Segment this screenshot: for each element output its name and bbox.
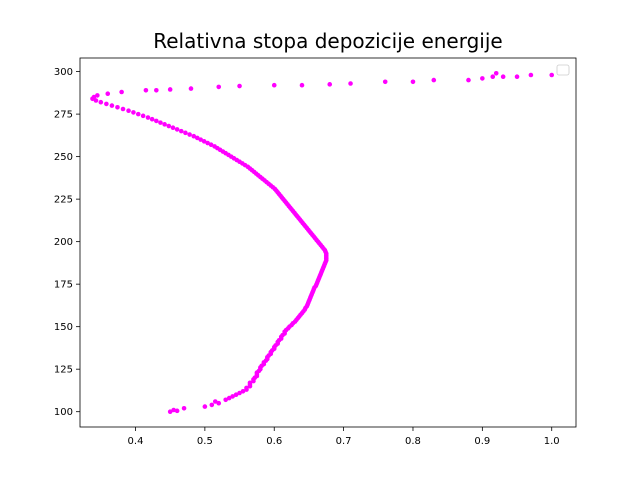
data-point [431,77,437,83]
data-point [490,74,496,80]
data-point [410,79,416,85]
data-point [327,82,333,87]
data-point [348,81,353,86]
y-tick-label: 225 [54,195,73,206]
data-point [93,98,99,103]
data-point [104,101,109,107]
data-point [171,407,176,413]
data-point [91,94,97,100]
x-axis-ticks: 0.4 0.5 0.6 0.7 0.8 0.9 1.0 [128,427,560,447]
data-point [174,408,180,414]
data-point [119,89,124,95]
data-point [109,103,115,108]
data-point [187,132,192,137]
data-point [271,82,277,88]
data-point [201,139,207,144]
data-point [154,118,159,124]
data-point [105,91,111,97]
data-point [202,404,208,409]
data-point [149,116,155,122]
y-tick-label: 250 [54,152,73,163]
data-point [209,402,215,408]
data-point [167,409,173,415]
x-tick-label: 0.5 [197,436,213,447]
x-tick-label: 0.8 [405,436,421,447]
data-point [208,142,214,148]
y-tick-label: 200 [54,237,73,248]
x-tick-label: 0.9 [474,436,490,447]
data-point [500,74,506,80]
y-tick-label: 125 [54,365,73,376]
data-point [230,394,235,399]
y-tick-label: 300 [54,67,73,78]
x-tick-label: 0.6 [266,436,282,447]
data-point [549,72,555,78]
data-point [382,79,388,85]
x-tick-label: 1.0 [544,436,560,447]
data-point [115,105,120,110]
data-point [216,400,222,406]
y-tick-label: 275 [54,110,73,121]
data-point [140,113,146,119]
data-point [143,88,149,93]
data-point [167,87,173,92]
data-point [237,83,242,89]
data-point [178,128,184,134]
data-point [120,106,126,112]
data-point [212,144,217,149]
data-point [183,130,188,136]
data-point [131,110,136,115]
data-point [299,82,305,88]
data-point [233,392,239,397]
chart-title: Relativna stopa depozicije energije [153,29,502,53]
data-point [188,86,194,91]
data-point [162,122,167,127]
data-points [90,71,555,415]
data-point [480,76,485,81]
legend-box [556,64,570,76]
data-point [145,115,151,120]
data-point [216,84,222,90]
data-point [181,405,187,411]
data-point [191,133,197,139]
x-tick-label: 0.4 [128,436,144,447]
data-point [247,380,253,386]
data-point [237,390,242,396]
data-point [174,127,180,132]
y-tick-label: 100 [54,407,73,418]
data-point [223,397,228,403]
data-point [226,395,232,401]
data-point [194,135,200,141]
data-point [198,137,203,142]
data-point [95,93,100,98]
data-point [166,123,172,129]
data-point [212,399,218,404]
data-point [205,140,210,146]
data-point [158,120,163,125]
data-point [493,71,499,76]
plot-area-frame [79,57,577,428]
data-point [240,388,246,394]
data-point [244,385,249,391]
x-tick-label: 0.7 [336,436,352,447]
data-point [98,99,104,105]
data-point [135,111,141,117]
data-point [170,125,176,131]
y-tick-label: 150 [54,322,73,333]
data-point [126,108,131,114]
data-point [466,77,471,83]
y-tick-label: 175 [54,280,73,291]
data-point [514,74,520,80]
data-point [154,88,159,93]
y-axis-ticks: 100 125 150 175 200 225 250 275 300 [54,67,80,418]
data-point [528,72,534,78]
